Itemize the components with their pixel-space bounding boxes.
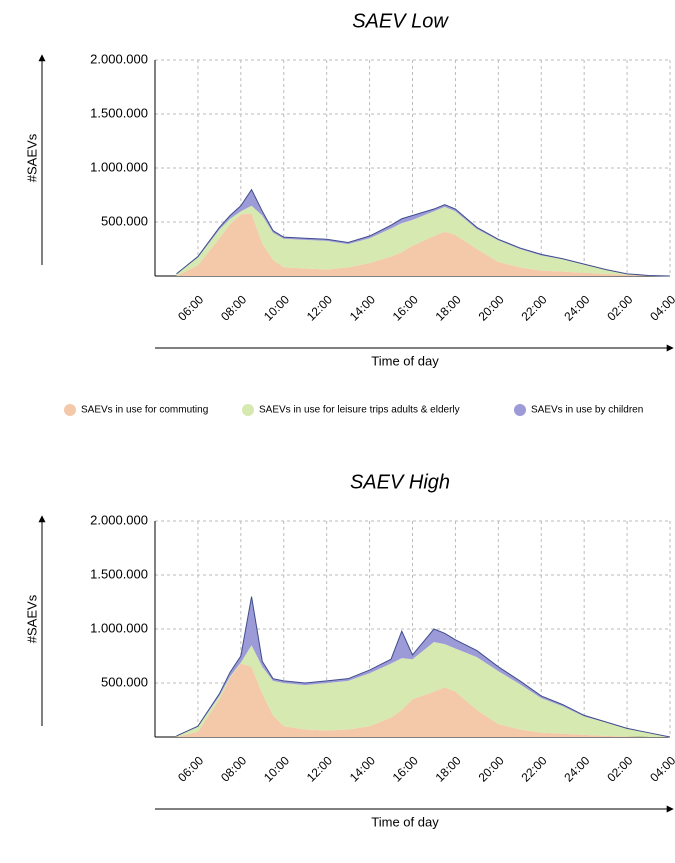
area bbox=[176, 189, 670, 276]
area bbox=[176, 663, 670, 737]
y-axis-label: #SAEVs bbox=[24, 594, 39, 643]
x-tick-label: 20:00 bbox=[476, 753, 507, 784]
x-tick-label: 04:00 bbox=[647, 753, 675, 784]
x-tick-label: 22:00 bbox=[518, 753, 549, 784]
x-tick-label: 24:00 bbox=[561, 753, 592, 784]
y-tick-label: 1.000.000 bbox=[90, 159, 148, 174]
area-outline bbox=[176, 188, 671, 277]
x-tick-label: 04:00 bbox=[647, 292, 675, 323]
legend-label: SAEVs in use for leisure trips adults & … bbox=[259, 405, 460, 416]
x-tick-label: 06:00 bbox=[175, 292, 206, 323]
legend-label: SAEVs in use by children bbox=[531, 405, 643, 416]
x-tick-label: 14:00 bbox=[347, 292, 378, 323]
legend-swatch bbox=[64, 404, 76, 416]
x-tick-label: 18:00 bbox=[433, 292, 464, 323]
y-tick-label: 1.000.000 bbox=[90, 620, 148, 635]
x-axis-label: Time of day bbox=[371, 814, 439, 829]
x-tick-label: 16:00 bbox=[390, 753, 421, 784]
x-tick-label: 02:00 bbox=[604, 292, 635, 323]
legend-swatch bbox=[514, 404, 526, 416]
x-tick-label: 02:00 bbox=[604, 753, 635, 784]
legend-label: SAEVs in use for commuting bbox=[81, 405, 208, 416]
y-tick-label: 500.000 bbox=[101, 213, 148, 228]
x-tick-label: 08:00 bbox=[218, 292, 249, 323]
area bbox=[176, 205, 670, 276]
x-tick-label: 14:00 bbox=[347, 753, 378, 784]
y-tick-label: 1.500.000 bbox=[90, 105, 148, 120]
legend-swatch bbox=[242, 404, 254, 416]
y-tick-label: 2.000.000 bbox=[90, 51, 148, 66]
x-tick-label: 10:00 bbox=[261, 753, 292, 784]
chart-title: SAEV Low bbox=[352, 10, 449, 32]
y-tick-label: 1.500.000 bbox=[90, 566, 148, 581]
x-tick-label: 12:00 bbox=[304, 292, 335, 323]
x-tick-label: 16:00 bbox=[390, 292, 421, 323]
chart-title: SAEV High bbox=[350, 471, 450, 493]
x-tick-label: 08:00 bbox=[218, 753, 249, 784]
x-tick-label: 24:00 bbox=[561, 292, 592, 323]
x-tick-label: 10:00 bbox=[261, 292, 292, 323]
area bbox=[176, 213, 670, 276]
x-tick-label: 12:00 bbox=[304, 753, 335, 784]
area bbox=[176, 641, 670, 737]
area-outline bbox=[176, 596, 671, 738]
y-tick-label: 2.000.000 bbox=[90, 512, 148, 527]
x-axis-label: Time of day bbox=[371, 353, 439, 368]
y-tick-label: 500.000 bbox=[101, 674, 148, 689]
y-axis-label: #SAEVs bbox=[24, 133, 39, 182]
x-tick-label: 20:00 bbox=[476, 292, 507, 323]
x-tick-label: 06:00 bbox=[175, 753, 206, 784]
x-tick-label: 18:00 bbox=[433, 753, 464, 784]
x-tick-label: 22:00 bbox=[518, 292, 549, 323]
